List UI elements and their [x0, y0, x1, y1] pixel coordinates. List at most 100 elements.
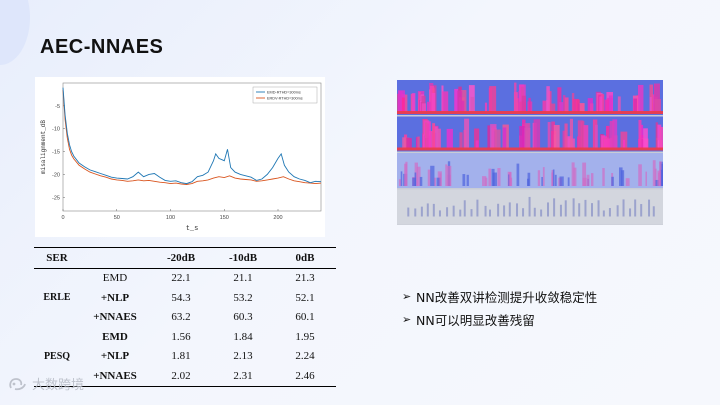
table-row: +NLP 54.3 53.2 52.1	[34, 288, 336, 308]
table-cell: 54.3	[171, 291, 191, 304]
row-label: EMD	[102, 272, 128, 285]
table-row: +NNAES 63.2 60.3 60.1	[34, 308, 336, 328]
spectrogram-energy	[548, 103, 556, 112]
spectrogram-energy	[508, 202, 511, 217]
spectrogram-energy	[578, 203, 581, 217]
spectrogram-energy	[559, 204, 562, 217]
spectrogram-energy	[516, 203, 519, 217]
arrow-bullet-icon: ➢	[402, 313, 412, 326]
table-cell: 1.81	[171, 350, 191, 363]
spectrogram-energy	[562, 130, 566, 149]
spectrogram-energy	[400, 171, 403, 186]
spectrogram-energy	[475, 140, 479, 149]
spectrogram-energy	[608, 208, 611, 217]
spectrogram-energy	[643, 128, 648, 149]
spectrogram-energy	[459, 209, 462, 217]
spectrogram-energy	[553, 198, 556, 217]
spectrogram-energy	[446, 128, 453, 149]
table-cell: 21.1	[233, 272, 253, 285]
spectrogram-energy	[546, 86, 550, 112]
header-cell: -10dB	[228, 251, 258, 264]
spectrogram-energy	[421, 103, 427, 112]
spectrogram-energy	[548, 91, 552, 112]
spectrogram-energy	[533, 207, 536, 217]
bullet-text: NN改善双讲检测提升收敛稳定性	[416, 290, 598, 305]
spectrogram-energy	[654, 98, 661, 112]
spectrogram-energy	[552, 169, 555, 186]
spectrogram-energy	[616, 205, 619, 217]
spectrogram-energy	[474, 128, 480, 149]
spectrogram-energy	[484, 205, 487, 217]
spectrogram-energy	[620, 170, 625, 186]
legend-entry: ERDV-RTHD=300ms	[267, 97, 303, 101]
spectrogram-energy	[417, 136, 420, 149]
spectrogram-energy	[553, 124, 560, 149]
table-row: +NLP 1.81 2.13 2.24	[34, 347, 336, 367]
table-cell: 2.31	[233, 369, 253, 382]
spectrogram-energy	[484, 102, 488, 112]
header-cell: 0dB	[295, 251, 315, 264]
spectrogram-energy	[562, 95, 566, 112]
table-cell: 1.84	[233, 330, 253, 343]
spectrogram-energy	[612, 119, 618, 149]
spectrogram-energy	[476, 199, 479, 217]
spectrogram-energy	[572, 198, 575, 217]
spectrogram-energy	[431, 92, 436, 112]
spectrogram-energy	[454, 88, 459, 112]
spectrogram-energy	[638, 164, 642, 186]
spectrogram-energy	[603, 138, 611, 149]
spectrogram-energy	[655, 122, 659, 149]
spectrogram-energy	[516, 163, 520, 186]
x-tick-label: 200	[273, 215, 282, 221]
table-cell: 22.1	[171, 272, 191, 285]
bullet-text: NN可以明显改善残留	[416, 313, 535, 328]
spectrogram-energy	[583, 125, 589, 149]
spectrogram-energy	[649, 97, 652, 112]
spectrogram-energy	[436, 177, 441, 186]
y-axis-label: misalignment_dB	[40, 120, 47, 174]
spectrogram-energy	[414, 208, 417, 217]
spectrogram-energy	[406, 137, 412, 149]
spectrogram-energy	[599, 96, 603, 112]
spectrogram-energy	[436, 128, 441, 149]
x-tick-label: 0	[61, 215, 64, 221]
x-axis-label: t_s	[186, 225, 199, 233]
spectrogram-energy	[402, 137, 406, 149]
spectrogram-energy	[446, 207, 449, 217]
spectrogram-energy	[459, 132, 463, 149]
y-tick-label: -10	[52, 127, 60, 133]
y-tick-label: -25	[52, 195, 60, 201]
legend-box	[252, 86, 318, 104]
spectrogram-energy	[463, 200, 466, 217]
spectrogram-energy	[528, 196, 531, 217]
spectrogram-energy	[503, 205, 506, 217]
spectrogram-energy	[582, 121, 585, 149]
header-cell	[80, 248, 150, 269]
spectrogram-energy	[527, 172, 531, 186]
row-label: +NNAES	[93, 369, 137, 382]
spectrogram-energy	[442, 91, 449, 112]
spectrogram-energy	[432, 123, 436, 149]
spectrogram-energy	[589, 103, 594, 112]
series-line-erdv	[62, 89, 322, 185]
spectrogram-energy	[640, 124, 644, 149]
spectrogram-energy	[591, 203, 594, 217]
spectrogram-energy	[464, 118, 470, 149]
watermark: 大数跨境	[8, 374, 84, 393]
spectrogram-energy	[497, 168, 501, 186]
table-header-row: SER -20dB -10dB 0dB	[34, 247, 336, 269]
spectrogram-energy	[412, 177, 416, 186]
table-cell: 2.13	[233, 350, 253, 363]
spectrogram-energy	[559, 102, 564, 112]
table-cell: 63.2	[171, 311, 191, 324]
spectrogram-energy	[554, 174, 557, 186]
spectrogram-energy	[569, 118, 573, 149]
spectrogram-energy	[419, 176, 423, 186]
spectrogram-energy	[654, 168, 657, 186]
spectrogram-energy	[586, 174, 590, 186]
spectrogram-energy	[657, 170, 661, 186]
spectrogram-energy	[653, 83, 660, 112]
spectrogram-energy	[401, 97, 405, 112]
spectrogram-energy	[514, 82, 517, 112]
spectrogram-energy	[547, 122, 551, 149]
